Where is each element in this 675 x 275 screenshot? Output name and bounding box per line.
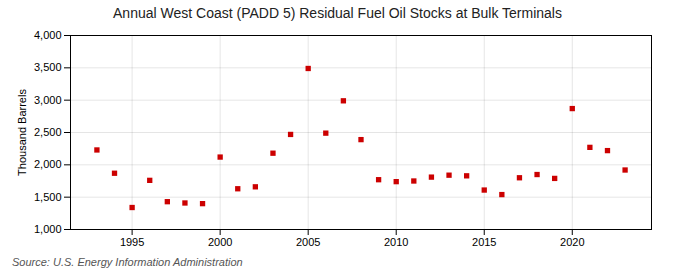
svg-text:3,000: 3,000 (34, 94, 62, 106)
svg-text:4,000: 4,000 (34, 29, 62, 41)
html-text:Source: U.S. Energy Informatio: Source: U.S. Energy Information Administ… (12, 256, 243, 268)
svg-text:3,500: 3,500 (34, 61, 62, 73)
svg-text:2000: 2000 (208, 236, 232, 248)
svg-text:2,500: 2,500 (34, 126, 62, 138)
svg-text:1,000: 1,000 (34, 223, 62, 235)
svg-text:2005: 2005 (296, 236, 320, 248)
svg-text:2020: 2020 (560, 236, 584, 248)
svg-text:2,000: 2,000 (34, 158, 62, 170)
svg-text:1995: 1995 (120, 236, 144, 248)
svg-text:Thousand Barrels: Thousand Barrels (16, 89, 28, 176)
svg-text:2010: 2010 (384, 236, 408, 248)
svg-text:1,500: 1,500 (34, 191, 62, 203)
svg-text:2015: 2015 (472, 236, 496, 248)
html-text:Annual West Coast (PADD 5) Res: Annual West Coast (PADD 5) Residual Fuel… (113, 5, 562, 21)
